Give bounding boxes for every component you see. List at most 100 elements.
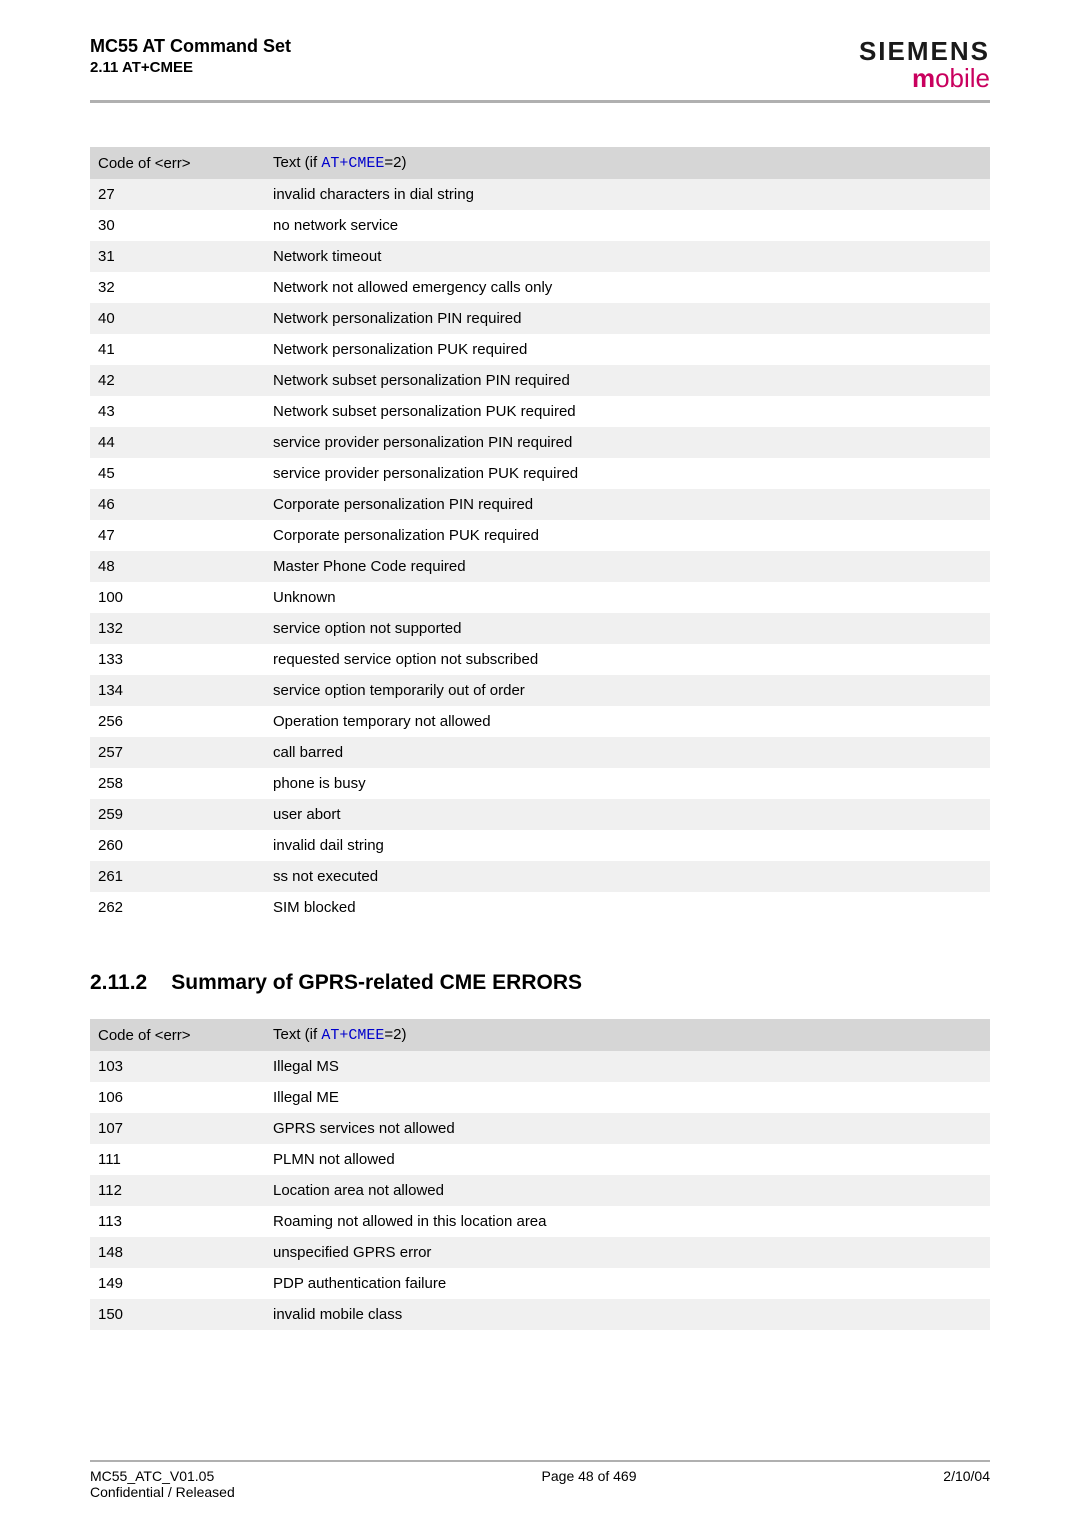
error-code: 32	[90, 272, 265, 303]
footer-rule	[90, 1460, 990, 1462]
error-code: 106	[90, 1082, 265, 1113]
error-code: 113	[90, 1206, 265, 1237]
error-code: 257	[90, 737, 265, 768]
error-text: Network timeout	[265, 241, 990, 272]
error-code: 111	[90, 1144, 265, 1175]
error-code: 42	[90, 365, 265, 396]
section-title: Summary of GPRS-related CME ERRORS	[171, 971, 582, 994]
error-code: 149	[90, 1268, 265, 1299]
table-row: 31Network timeout	[90, 241, 990, 272]
error-text: Network personalization PUK required	[265, 334, 990, 365]
table-row: 107GPRS services not allowed	[90, 1113, 990, 1144]
error-code: 27	[90, 179, 265, 210]
table-row: 106Illegal ME	[90, 1082, 990, 1113]
header-left: MC55 AT Command Set 2.11 AT+CMEE	[90, 36, 291, 76]
table-row: 47Corporate personalization PUK required	[90, 520, 990, 551]
table-row: 133requested service option not subscrib…	[90, 644, 990, 675]
table-row: 43Network subset personalization PUK req…	[90, 396, 990, 427]
brand-logo-bottom: mobile	[859, 63, 990, 94]
error-code: 40	[90, 303, 265, 334]
error-text: Operation temporary not allowed	[265, 706, 990, 737]
error-text: PDP authentication failure	[265, 1268, 990, 1299]
error-text: unspecified GPRS error	[265, 1237, 990, 1268]
error-text: no network service	[265, 210, 990, 241]
error-code: 44	[90, 427, 265, 458]
error-text: PLMN not allowed	[265, 1144, 990, 1175]
table-row: 42Network subset personalization PIN req…	[90, 365, 990, 396]
error-text: Master Phone Code required	[265, 551, 990, 582]
table-row: 111PLMN not allowed	[90, 1144, 990, 1175]
error-code: 41	[90, 334, 265, 365]
table-row: 149PDP authentication failure	[90, 1268, 990, 1299]
table1-header-code: Code of <err>	[90, 147, 265, 179]
table2-header-text: Text (if AT+CMEE=2)	[265, 1019, 990, 1051]
table-row: 148unspecified GPRS error	[90, 1237, 990, 1268]
error-text: service option temporarily out of order	[265, 675, 990, 706]
error-text: user abort	[265, 799, 990, 830]
table-row: 46Corporate personalization PIN required	[90, 489, 990, 520]
table-row: 112Location area not allowed	[90, 1175, 990, 1206]
error-text: Roaming not allowed in this location are…	[265, 1206, 990, 1237]
table-row: 260invalid dail string	[90, 830, 990, 861]
table-row: 40Network personalization PIN required	[90, 303, 990, 334]
doc-title: MC55 AT Command Set	[90, 36, 291, 57]
error-code: 148	[90, 1237, 265, 1268]
error-text: Network subset personalization PIN requi…	[265, 365, 990, 396]
table1-header-text: Text (if AT+CMEE=2)	[265, 147, 990, 179]
error-text: requested service option not subscribed	[265, 644, 990, 675]
table-row: 45service provider personalization PUK r…	[90, 458, 990, 489]
error-text: invalid dail string	[265, 830, 990, 861]
table-row: 261ss not executed	[90, 861, 990, 892]
table-row: 256Operation temporary not allowed	[90, 706, 990, 737]
error-text: invalid characters in dial string	[265, 179, 990, 210]
error-text: invalid mobile class	[265, 1299, 990, 1330]
table-row: 27invalid characters in dial string	[90, 179, 990, 210]
error-text: call barred	[265, 737, 990, 768]
error-text: Corporate personalization PIN required	[265, 489, 990, 520]
section-number: 2.11.2	[90, 971, 147, 995]
error-code: 45	[90, 458, 265, 489]
table-row: 100Unknown	[90, 582, 990, 613]
cme-error-table-1: Code of <err> Text (if AT+CMEE=2) 27inva…	[90, 147, 990, 923]
error-code: 107	[90, 1113, 265, 1144]
table-row: 132service option not supported	[90, 613, 990, 644]
table-row: 30no network service	[90, 210, 990, 241]
atcmee-link[interactable]: AT+CMEE	[321, 155, 384, 172]
doc-section: 2.11 AT+CMEE	[90, 59, 291, 76]
footer-page-number: Page 48 of 469	[542, 1468, 637, 1500]
error-text: GPRS services not allowed	[265, 1113, 990, 1144]
error-text: SIM blocked	[265, 892, 990, 923]
error-code: 46	[90, 489, 265, 520]
error-text: Network subset personalization PUK requi…	[265, 396, 990, 427]
atcmee-link[interactable]: AT+CMEE	[321, 1027, 384, 1044]
error-text: service provider personalization PUK req…	[265, 458, 990, 489]
page-header: MC55 AT Command Set 2.11 AT+CMEE SIEMENS…	[90, 36, 990, 94]
error-text: Network not allowed emergency calls only	[265, 272, 990, 303]
error-code: 150	[90, 1299, 265, 1330]
footer-left: MC55_ATC_V01.05 Confidential / Released	[90, 1468, 235, 1500]
error-code: 103	[90, 1051, 265, 1082]
table-row: 41Network personalization PUK required	[90, 334, 990, 365]
table-row: 262SIM blocked	[90, 892, 990, 923]
table-row: 44service provider personalization PIN r…	[90, 427, 990, 458]
table-row: 32Network not allowed emergency calls on…	[90, 272, 990, 303]
table-row: 48Master Phone Code required	[90, 551, 990, 582]
error-text: Location area not allowed	[265, 1175, 990, 1206]
error-code: 261	[90, 861, 265, 892]
error-code: 47	[90, 520, 265, 551]
error-code: 259	[90, 799, 265, 830]
error-code: 258	[90, 768, 265, 799]
header-right: SIEMENS mobile	[859, 36, 990, 94]
error-text: service option not supported	[265, 613, 990, 644]
table-row: 258phone is busy	[90, 768, 990, 799]
error-code: 31	[90, 241, 265, 272]
table-row: 103Illegal MS	[90, 1051, 990, 1082]
error-code: 48	[90, 551, 265, 582]
error-code: 260	[90, 830, 265, 861]
section-heading-2-11-2: 2.11.2 Summary of GPRS-related CME ERRORS	[90, 971, 990, 995]
error-code: 132	[90, 613, 265, 644]
table-row: 113Roaming not allowed in this location …	[90, 1206, 990, 1237]
footer-doc-id: MC55_ATC_V01.05	[90, 1468, 214, 1484]
footer-confidential: Confidential / Released	[90, 1484, 235, 1500]
brand-obile: obile	[935, 63, 990, 93]
